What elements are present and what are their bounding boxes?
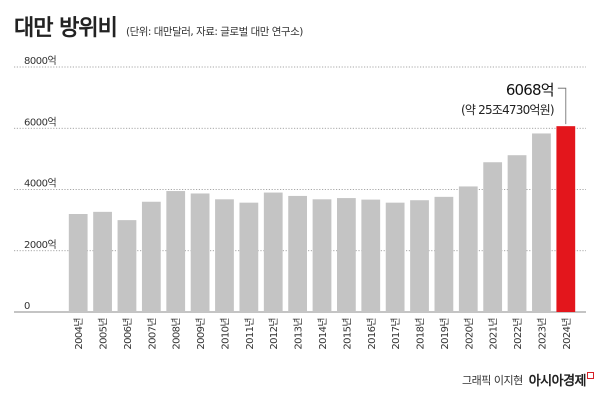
x-tick-label: 2013년 [293, 318, 305, 350]
x-tick-label: 2008년 [171, 318, 183, 350]
x-tick-label: 2012년 [268, 318, 280, 350]
y-tick-label: 4000억 [24, 178, 56, 190]
x-tick-label: 2019년 [439, 318, 451, 350]
x-tick-label: 2023년 [536, 318, 548, 350]
publisher-logo: 아시아경제 [529, 370, 594, 389]
bar-2022년 [507, 155, 527, 312]
bar-2013년 [288, 195, 308, 312]
x-tick-label: 2020년 [463, 318, 475, 350]
bar-2017년 [385, 202, 405, 312]
bar-2007년 [141, 201, 161, 312]
bar-2024년 [556, 126, 576, 312]
bar-2016년 [361, 199, 381, 312]
y-tick-label: 8000억 [24, 55, 56, 67]
x-tick-label: 2021년 [488, 318, 500, 350]
publisher-logo-text: 아시아경제 [528, 374, 587, 389]
bar-2020년 [458, 186, 478, 312]
x-tick-label: 2009년 [195, 318, 207, 350]
x-tick-label: 2006년 [122, 318, 134, 350]
x-tick-label: 2018년 [415, 318, 427, 350]
x-tick-label: 2015년 [341, 318, 353, 350]
annotation-sub-label: (약 25조4730억원) [461, 102, 554, 117]
bar-2021년 [483, 162, 503, 312]
bar-2019년 [434, 196, 454, 312]
x-tick-label: 2010년 [219, 318, 231, 350]
graphic-credit: 그래픽 이지현 [461, 373, 523, 387]
x-tick-label: 2014년 [317, 318, 329, 350]
x-tick-label: 2022년 [512, 318, 524, 350]
bar-2008년 [166, 191, 186, 312]
annotation-value-label: 6068억 [506, 81, 554, 99]
x-tick-label: 2005년 [98, 318, 110, 350]
chart-title: 대만 방위비 [14, 16, 118, 41]
bar-2009년 [190, 193, 210, 312]
bar-2004년 [68, 214, 88, 312]
logo-mark-icon [587, 372, 594, 379]
bar-2005년 [93, 211, 112, 312]
chart-header: 대만 방위비 (단위: 대만달러, 자료: 글로벌 대만 연구소) [14, 10, 303, 50]
y-tick-label: 2000억 [24, 239, 56, 251]
bar-2011년 [239, 202, 259, 312]
bar-2014년 [312, 199, 332, 312]
x-tick-label: 2016년 [366, 318, 378, 350]
bar-2018년 [410, 200, 429, 312]
chart-subtitle: (단위: 대만달러, 자료: 글로벌 대만 연구소) [125, 26, 303, 38]
bar-2023년 [532, 133, 551, 312]
y-tick-label: 6000억 [24, 116, 56, 128]
annotation-leader-line [557, 87, 567, 125]
bar-2015년 [336, 198, 356, 312]
bar-2012년 [263, 192, 283, 312]
bar-2010년 [215, 199, 234, 312]
x-tick-label: 2011년 [244, 318, 256, 350]
x-tick-label: 2007년 [146, 318, 158, 350]
bar-2006년 [117, 220, 137, 312]
y-tick-label: 0 [24, 301, 30, 312]
x-tick-label: 2017년 [390, 318, 402, 350]
footer: 그래픽 이지현 아시아경제 [462, 370, 594, 389]
x-tick-label: 2024년 [561, 318, 573, 350]
x-tick-label: 2004년 [73, 318, 85, 350]
